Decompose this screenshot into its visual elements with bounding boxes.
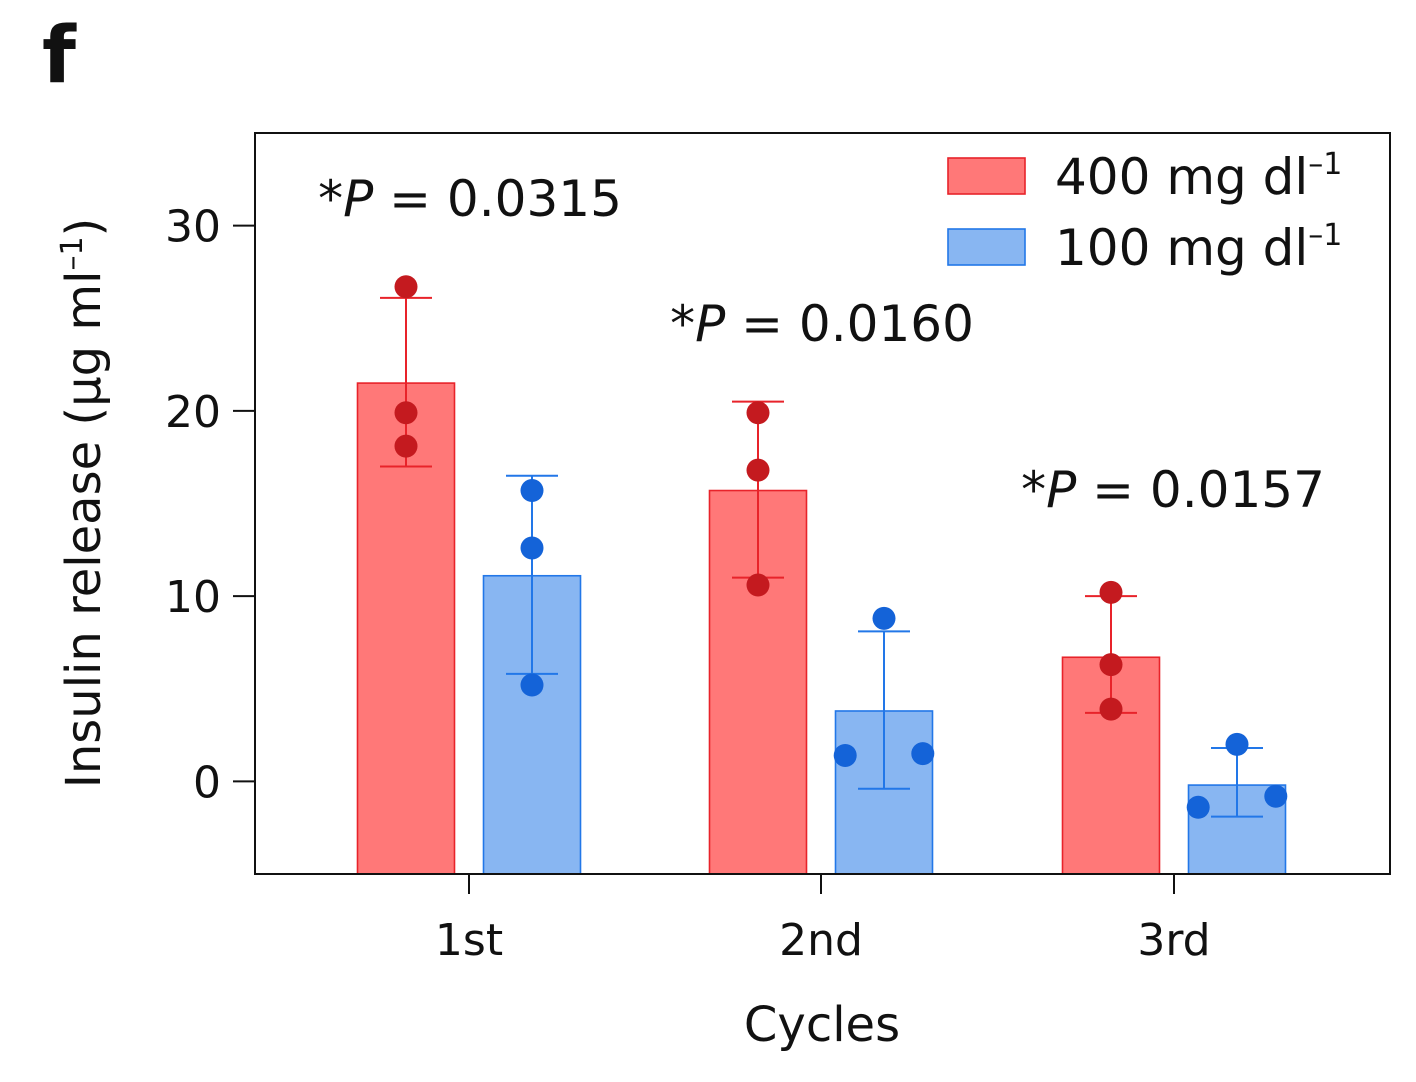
plot-frame <box>254 132 1391 875</box>
legend-swatch <box>947 157 1026 195</box>
data-point-1-2-0 <box>1225 732 1249 756</box>
data-point-0-2-2 <box>1099 697 1123 721</box>
y-axis-label-close: ) <box>56 218 112 237</box>
data-point-0-1-0 <box>746 401 770 425</box>
x-tick-label: 1st <box>435 915 503 966</box>
data-point-0-2-0 <box>1099 580 1123 604</box>
data-point-0-0-1 <box>394 401 418 425</box>
data-point-1-0-1 <box>520 536 544 560</box>
y-axis: 0 10 20 30 <box>165 202 255 808</box>
y-tick-label: 30 <box>165 202 221 253</box>
p-value-annotation: *P = 0.0157 <box>1021 461 1325 519</box>
p-value-annotation: *P = 0.0315 <box>318 170 622 228</box>
x-tick-label: 3rd <box>1137 915 1210 966</box>
data-point-0-1-2 <box>746 573 770 597</box>
data-point-1-2-2 <box>1264 784 1288 808</box>
x-axis-label: Cycles <box>744 997 900 1053</box>
data-point-0-1-1 <box>746 458 770 482</box>
legend-swatch <box>947 228 1026 266</box>
data-point-0-0-2 <box>394 434 418 458</box>
panel-label: f <box>42 11 77 101</box>
legend: 400 mg dl–1 100 mg dl–1 <box>947 147 1342 277</box>
plot-area <box>356 275 1288 875</box>
y-axis-label-sup: –1 <box>55 236 90 270</box>
data-point-1-2-1 <box>1186 795 1210 819</box>
data-point-1-0-0 <box>520 479 544 503</box>
data-point-1-1-1 <box>833 743 857 767</box>
x-axis: 1st 2nd 3rd <box>435 874 1211 966</box>
legend-label: 100 mg dl–1 <box>1055 218 1342 277</box>
y-tick-label: 0 <box>193 757 221 808</box>
p-value-annotations: *P = 0.0315 *P = 0.0160 *P = 0.0157 <box>318 170 1325 519</box>
legend-label: 400 mg dl–1 <box>1055 147 1342 206</box>
y-tick-label: 20 <box>165 387 221 438</box>
data-point-1-1-2 <box>911 742 935 766</box>
data-point-0-0-0 <box>394 275 418 299</box>
y-axis-label: Insulin release (µg ml–1) <box>55 218 112 789</box>
y-tick-label: 10 <box>165 572 221 623</box>
data-point-1-1-0 <box>872 606 896 630</box>
data-point-0-2-1 <box>1099 653 1123 677</box>
y-axis-label-main: Insulin release (µg ml <box>56 271 112 789</box>
p-value-annotation: *P = 0.0160 <box>670 295 974 353</box>
data-point-1-0-2 <box>520 673 544 697</box>
x-tick-label: 2nd <box>779 915 863 966</box>
